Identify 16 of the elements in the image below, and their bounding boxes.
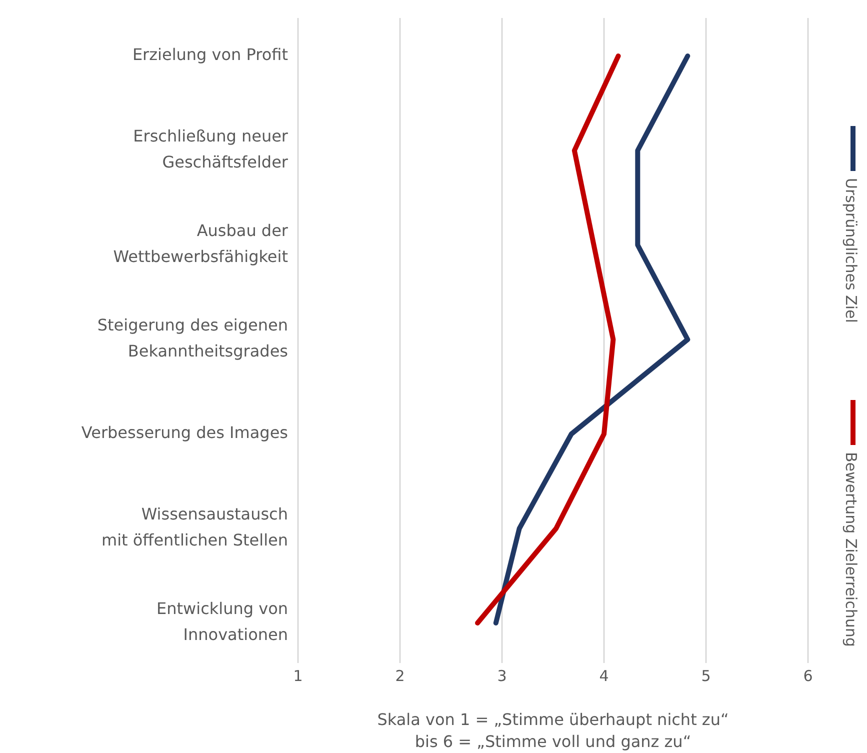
x-tick-label: 2 — [395, 667, 405, 685]
text: Bewertung Zielerreichung — [842, 452, 860, 647]
x-tick-label: 6 — [803, 667, 813, 685]
y-tick-label: Steigerung des eigenen Bekanntheitsgrades — [97, 316, 288, 361]
x-tick-label: 4 — [599, 667, 609, 685]
y-tick-label: Entwicklung von Innovationen — [156, 599, 288, 644]
x-tick-label: 1 — [293, 667, 303, 685]
y-tick-label: Erschließung neuer Geschäftsfelder — [133, 126, 288, 172]
text: Ursprüngliches Ziel — [842, 178, 860, 323]
x-tick-label: 3 — [497, 667, 507, 685]
y-tick-label: Erzielung von Profit — [132, 45, 288, 64]
x-axis-title: Skala von 1 = „Stimme überhaupt nicht zu“ bis 6 = „Stimme voll und ganz zu“ — [377, 710, 729, 751]
x-tick-label: 5 — [701, 667, 711, 685]
y-tick-label: Wissensaustausch mit öffentlichen Stellen — [101, 504, 288, 550]
y-tick-label: Ausbau der Wettbewerbsfähigkeit — [113, 221, 288, 266]
y-tick-label: Verbesserung des Images — [81, 423, 288, 442]
